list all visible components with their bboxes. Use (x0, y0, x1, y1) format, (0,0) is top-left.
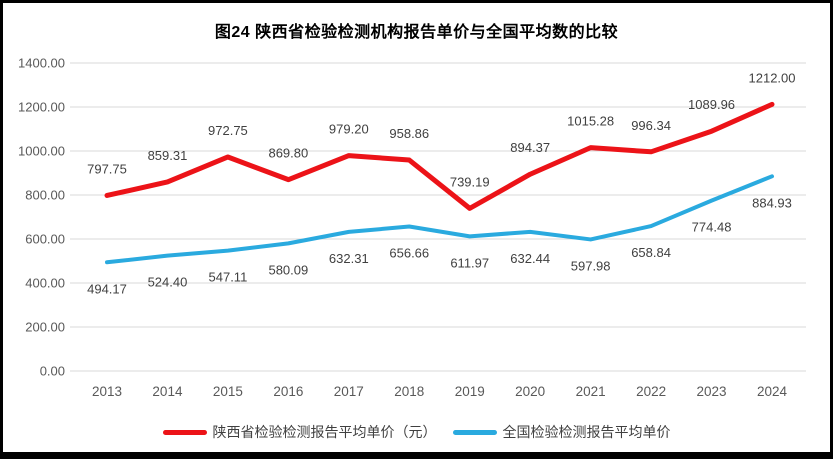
x-axis-tick-label: 2021 (576, 384, 606, 399)
x-axis-tick-label: 2018 (394, 384, 424, 399)
x-axis-tick-label: 2014 (152, 384, 183, 399)
y-axis-tick-label: 600.00 (25, 232, 65, 247)
x-axis-tick-label: 2016 (273, 384, 303, 399)
data-label: 1212.00 (749, 70, 796, 85)
legend-item-0: 陕西省检验检测报告平均单价（元） (162, 422, 437, 442)
data-label: 884.93 (752, 195, 792, 210)
data-label: 656.66 (389, 246, 429, 261)
line-chart-plot: 0.00 200.00 400.00 600.00 800.00 1000.00 1200.… (18, 56, 806, 399)
data-label: 632.44 (510, 251, 550, 266)
data-label: 658.84 (631, 245, 671, 260)
data-label: 524.40 (148, 275, 188, 290)
y-axis-tick-label: 400.00 (25, 276, 65, 291)
chart-title: 图24 陕西省检验检测机构报告单价与全国平均数的比较 (214, 24, 619, 41)
data-label: 774.48 (692, 220, 732, 235)
data-label: 797.75 (87, 161, 127, 176)
x-axis-tick-label: 2023 (697, 384, 727, 399)
x-axis-tick-label: 2024 (757, 384, 788, 399)
data-label: 972.75 (208, 123, 248, 138)
data-label: 894.37 (510, 140, 550, 155)
data-label: 1015.28 (567, 114, 614, 129)
data-label: 958.86 (389, 126, 429, 141)
data-label: 632.31 (329, 251, 369, 266)
x-axis-tick-label: 2019 (455, 384, 485, 399)
data-label: 1089.96 (688, 97, 735, 112)
data-label: 869.80 (268, 146, 308, 161)
data-label: 979.20 (329, 122, 369, 137)
y-axis-tick-label: 800.00 (25, 188, 65, 203)
y-axis-tick-label: 0.00 (40, 364, 65, 379)
x-axis-tick-label: 2015 (213, 384, 243, 399)
legend-swatch-icon (162, 429, 207, 435)
data-label: 547.11 (209, 270, 248, 285)
legend-label: 陕西省检验检测报告平均单价（元） (212, 424, 437, 440)
x-axis-tick-label: 2013 (92, 384, 122, 399)
series-line-1 (105, 174, 774, 265)
y-axis-tick-label: 1400.00 (18, 56, 65, 71)
data-label: 859.31 (148, 148, 188, 163)
data-label: 739.19 (450, 174, 490, 189)
legend-label: 全国检验检测报告平均单价 (502, 424, 671, 440)
y-axis-tick-label: 1200.00 (18, 100, 65, 115)
data-label: 996.34 (631, 118, 671, 133)
x-axis-tick-label: 2017 (334, 384, 364, 399)
data-label: 580.09 (268, 262, 308, 277)
chart-legend: 陕西省检验检测报告平均单价（元） 全国检验检测报告平均单价 (3, 422, 830, 442)
legend-swatch-icon (452, 429, 497, 435)
y-axis-tick-label: 1000.00 (18, 144, 65, 159)
series-line-0 (104, 101, 775, 211)
x-axis-tick-label: 2020 (515, 384, 545, 399)
data-label: 597.98 (571, 258, 611, 273)
legend-item-1: 全国检验检测报告平均单价 (452, 422, 671, 442)
y-axis-tick-label: 200.00 (25, 320, 65, 335)
data-label: 494.17 (87, 281, 127, 296)
data-label: 611.97 (450, 255, 489, 270)
x-axis-tick-label: 2022 (636, 384, 666, 399)
